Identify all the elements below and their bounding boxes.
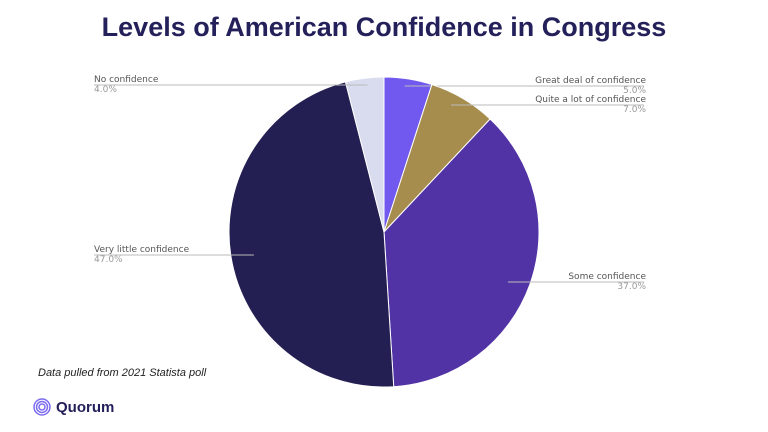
pie-slice-4 (344, 76, 385, 233)
quorum-logo-icon (33, 398, 51, 416)
slice-label: Very little confidence (94, 245, 190, 255)
pie-slice-2 (383, 118, 540, 388)
source-note: Data pulled from 2021 Statista poll (38, 367, 207, 379)
quorum-logo: Quorum (33, 398, 114, 416)
slice-value-label: 7.0% (623, 105, 646, 115)
slice-label: No confidence (94, 75, 159, 85)
slice-value-label: 4.0% (94, 85, 117, 95)
slice-value-label: 5.0% (623, 86, 646, 96)
slice-label: Quite a lot of confidence (535, 95, 646, 105)
slice-value-label: 47.0% (94, 255, 123, 265)
slice-value-label: 37.0% (617, 282, 646, 292)
slice-label: Some confidence (568, 272, 646, 282)
chart-title: Levels of American Confidence in Congres… (101, 12, 667, 42)
pie-slice-3 (228, 81, 395, 388)
brand-name: Quorum (56, 398, 115, 416)
slice-label: Great deal of confidence (535, 76, 646, 86)
